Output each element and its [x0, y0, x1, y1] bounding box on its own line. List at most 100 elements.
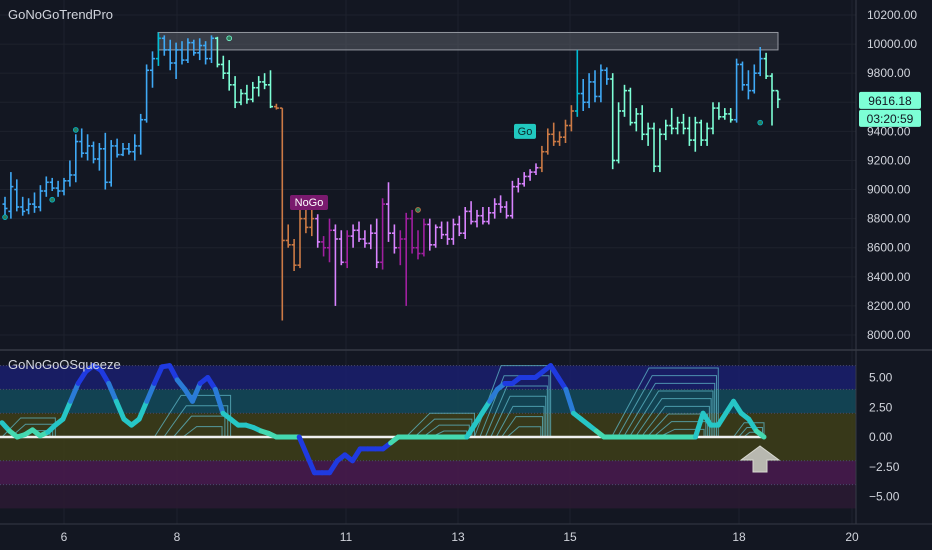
ohlc-bar-73	[433, 224, 439, 248]
ohlc-bar-98	[580, 79, 586, 111]
ohlc-bar-72	[427, 218, 433, 251]
ohlc-bar-86	[509, 180, 515, 219]
ohlc-bar-35	[209, 35, 214, 63]
go-label: Go	[514, 123, 536, 139]
last-price-box	[859, 91, 921, 109]
ohlc-bar-101	[598, 64, 604, 103]
ohlc-bar-27	[161, 35, 167, 56]
ohlc-bar-87	[515, 177, 521, 193]
ohlc-bar-9	[55, 180, 61, 197]
oscillator-seg-15	[113, 398, 127, 422]
ohlc-bar-10	[61, 177, 67, 196]
time-tick-label: 18	[732, 530, 746, 544]
indicator-title-squeeze: GoNoGoOSqueeze	[8, 357, 121, 372]
ladder-step-3-1	[506, 426, 542, 438]
ohlc-bar-19	[114, 138, 120, 158]
ohlc-bar-15	[91, 141, 96, 164]
grid-layer	[0, 0, 856, 524]
ohlc-bar-99	[586, 73, 592, 109]
ladder-step-3-2	[501, 416, 543, 438]
ohlc-bar-16	[96, 143, 102, 171]
ohlc-bar-116	[686, 116, 692, 146]
oscillator-seg-19	[144, 380, 157, 404]
ohlc-bar-102	[604, 67, 610, 85]
ohlc-bar-0	[2, 196, 8, 216]
ohlc-bar-50	[297, 207, 303, 269]
oscillator-axis[interactable]: 5.00 2.50 0.00 −2.50 −5.00	[869, 371, 900, 504]
resistance-zone	[157, 31, 779, 51]
ohlc-bar-13	[79, 128, 85, 158]
ohlc-bar-64	[380, 198, 386, 270]
ohlc-bar-48	[285, 224, 291, 248]
ohlc-bar-33	[197, 38, 203, 61]
ohlc-bar-17	[102, 132, 108, 190]
oscillator-seg-74	[563, 386, 576, 416]
ohlc-bar-66	[391, 224, 397, 254]
ohlc-bar-49	[291, 239, 297, 271]
ohlc-bar-28	[167, 39, 173, 71]
ohlc-bar-76	[450, 218, 456, 245]
price-axis[interactable]: 10200.0010000.009800.009600.009400.00920…	[867, 8, 917, 342]
bar-marker-0	[2, 214, 8, 220]
up-arrow-icon	[739, 445, 781, 473]
ladder-step-4-3	[646, 413, 709, 438]
ohlc-bar-93	[551, 122, 557, 146]
ohlc-bar-79	[468, 201, 474, 225]
time-axis[interactable]: 6 8 11 13 15 18 20	[61, 530, 859, 544]
ohlc-bar-74	[439, 221, 445, 239]
squeeze-band-3	[0, 460, 856, 485]
ohlc-bar-83	[492, 198, 498, 219]
ohlc-bar-24	[144, 64, 150, 123]
ohlc-bar-42	[250, 81, 256, 103]
ohlc-bar-25	[150, 51, 155, 88]
oscillator-line	[0, 363, 767, 476]
ohlc-bar-44	[262, 73, 268, 90]
oscillator-seg-20	[151, 364, 165, 386]
ohlc-bar-67	[397, 230, 403, 266]
ohlc-bar-58	[344, 230, 350, 269]
ohlc-bar-110	[651, 122, 657, 173]
price-bars	[2, 32, 781, 321]
annotations: NoGo Go	[290, 123, 536, 210]
ohlc-bar-84	[498, 195, 504, 213]
time-tick-label: 8	[174, 530, 181, 544]
bar-markers	[2, 35, 763, 220]
ohlc-bar-23	[138, 113, 144, 155]
ohlc-bar-114	[675, 116, 681, 135]
ohlc-bar-85	[504, 201, 509, 219]
ladder-step-4-8	[617, 375, 718, 438]
oscillator-seg-13	[98, 367, 112, 386]
ohlc-bar-82	[486, 207, 492, 225]
ohlc-bar-104	[616, 102, 622, 164]
ohlc-bar-51	[303, 207, 309, 234]
ohlc-bar-89	[527, 169, 533, 181]
price-tick-label: 9400.00	[867, 124, 911, 138]
ladder-step-3-4	[490, 395, 547, 438]
ladder-step-1-2	[173, 415, 226, 438]
oscillator-seg-25	[190, 380, 203, 404]
ohlc-bar-100	[592, 70, 598, 103]
squeeze-tick-label: −2.50	[869, 460, 900, 474]
ohlc-bar-14	[85, 134, 91, 161]
ladder-step-4-7	[623, 382, 716, 438]
ohlc-bar-117	[692, 116, 698, 152]
ohlc-bar-71	[421, 218, 427, 257]
ohlc-bar-7	[43, 176, 49, 197]
bar-marker-2	[73, 127, 79, 133]
ladder-step-1-3	[163, 405, 229, 438]
price-tick-label: 8600.00	[867, 241, 911, 255]
ohlc-bar-18	[108, 140, 114, 187]
ohlc-bar-59	[350, 224, 356, 248]
nogo-label: NoGo	[290, 195, 328, 210]
ohlc-bar-80	[474, 209, 480, 228]
ohlc-bar-52	[309, 209, 315, 237]
ohlc-bar-107	[633, 108, 639, 132]
price-badge: 9616.18 03:20:59	[859, 91, 921, 127]
ohlc-bar-37	[220, 55, 226, 79]
ohlc-bar-4	[26, 198, 32, 215]
squeeze-tick-label: 0.00	[869, 430, 893, 444]
price-tick-label: 10200.00	[867, 8, 917, 22]
time-tick-label: 13	[451, 530, 465, 544]
ohlc-bar-90	[533, 163, 539, 175]
last-price-label: 9616.18	[868, 94, 912, 108]
